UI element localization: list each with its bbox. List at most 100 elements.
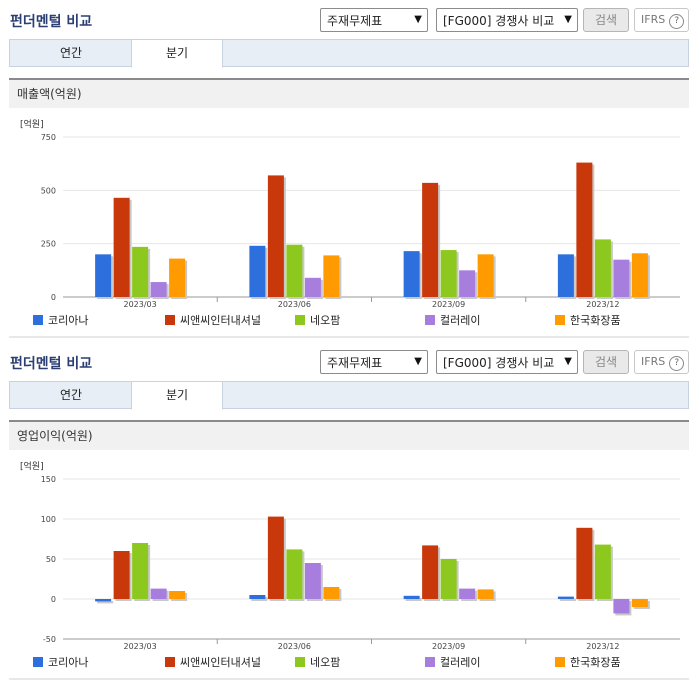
legend-label: 네오팜 (310, 656, 340, 669)
y-tick-label: 250 (41, 240, 56, 249)
bar (422, 545, 439, 599)
bar (323, 587, 340, 599)
bar (576, 527, 593, 599)
bar (631, 599, 648, 607)
bar (286, 244, 303, 297)
section-header: 펀더멘털 비교 주재무제표 ▼ [FG000] 경쟁사 비교 ▼ 검색 IFRS… (0, 0, 696, 34)
bar (95, 599, 112, 602)
x-tick-label: 2023/03 (124, 642, 157, 651)
bar (150, 282, 167, 297)
legend-swatch (555, 315, 565, 325)
y-tick-label: 500 (41, 186, 56, 195)
legend-swatch (295, 315, 305, 325)
bar (576, 162, 593, 297)
bar (613, 599, 630, 614)
x-tick-label: 2023/03 (124, 300, 157, 309)
section-title: 펀더멘털 비교 (10, 14, 93, 30)
bar (132, 246, 149, 297)
peer-select-value: [FG000] 경쟁사 비교 (443, 14, 555, 28)
legend-swatch (165, 657, 175, 667)
legend-swatch (165, 315, 175, 325)
peer-select-value: [FG000] 경쟁사 비교 (443, 356, 555, 370)
ifrs-label: IFRS (641, 355, 666, 368)
period-tabs: 연간 분기 (9, 381, 689, 410)
unit-label: [억원] (20, 460, 44, 472)
bar (459, 270, 476, 297)
x-tick-label: 2023/12 (586, 300, 619, 309)
legend-label: 네오팜 (310, 314, 340, 327)
x-tick-label: 2023/06 (278, 300, 311, 309)
peer-select[interactable]: [FG000] 경쟁사 비교 ▼ (436, 8, 578, 32)
chevron-down-icon: ▼ (564, 356, 572, 367)
legend-label: 컬러레이 (440, 656, 480, 669)
tab-annual[interactable]: 연간 (59, 388, 83, 402)
chart-subtitle: 영업이익(억원) (9, 420, 689, 450)
bar (631, 253, 648, 297)
operating-profit-chart: [억원] -50 0 50 100 150 2023/03 2023/06 2023/09 202… (9, 460, 689, 680)
period-tabs: 연간 분기 (9, 39, 689, 68)
bar (169, 258, 186, 297)
y-tick-label: 0 (51, 293, 56, 302)
unit-label: [억원] (20, 118, 44, 130)
y-tick-label: 750 (41, 133, 56, 142)
y-tick-label: -50 (43, 635, 56, 644)
chevron-down-icon: ▼ (564, 14, 572, 25)
bar (594, 239, 611, 297)
legend-swatch (425, 657, 435, 667)
legend-label: 코리아나 (48, 656, 88, 669)
fundamental-section-2: 펀더멘털 비교 주재무제표 ▼ [FG000] 경쟁사 비교 ▼ 검색 IFRS… (0, 342, 696, 684)
legend-label: 코리아나 (48, 314, 88, 327)
legend-label: 컬러레이 (440, 314, 480, 327)
legend-swatch (555, 657, 565, 667)
statement-select[interactable]: 주재무제표 ▼ (320, 8, 428, 32)
bar (286, 549, 303, 599)
bar (150, 588, 167, 599)
legend-label: 한국화장품 (570, 314, 621, 327)
bar (403, 251, 420, 297)
search-button[interactable]: 검색 (583, 8, 629, 32)
bar (267, 516, 284, 599)
help-icon: ? (669, 14, 685, 29)
bar (422, 182, 439, 297)
legend-swatch (33, 657, 43, 667)
legend-label: 씨앤씨인터내셔널 (180, 656, 261, 669)
bar (113, 551, 130, 599)
bar (267, 175, 284, 297)
x-tick-label: 2023/06 (278, 642, 311, 651)
bar (557, 254, 574, 297)
bar (95, 254, 112, 297)
help-icon: ? (669, 356, 685, 371)
bar-shadow (559, 598, 576, 601)
peer-select[interactable]: [FG000] 경쟁사 비교 ▼ (436, 350, 578, 374)
y-tick-label: 50 (46, 555, 56, 564)
y-tick-label: 150 (41, 475, 56, 484)
ifrs-help-button[interactable]: IFRS? (634, 350, 689, 374)
fundamental-section-1: 펀더멘털 비교 주재무제표 ▼ [FG000] 경쟁사 비교 ▼ 검색 IFRS… (0, 0, 696, 338)
tab-annual[interactable]: 연간 (59, 46, 83, 60)
bar (459, 588, 476, 599)
y-tick-label: 100 (41, 515, 56, 524)
legend-swatch (295, 657, 305, 667)
bar (440, 250, 457, 297)
x-tick-label: 2023/09 (432, 642, 465, 651)
x-tick-label: 2023/09 (432, 300, 465, 309)
tab-quarterly[interactable]: 분기 (131, 381, 223, 410)
bar (249, 595, 266, 599)
ifrs-help-button[interactable]: IFRS? (634, 8, 689, 32)
tab-quarterly[interactable]: 분기 (131, 39, 223, 68)
section-title: 펀더멘털 비교 (10, 356, 93, 372)
revenue-chart: [억원] 0 250 500 750 2023/03 2023/06 2023/09 2023/… (9, 118, 689, 338)
y-tick-label: 0 (51, 595, 56, 604)
bar (304, 277, 321, 297)
statement-select-value: 주재무제표 (327, 14, 383, 28)
legend-label: 한국화장품 (570, 656, 621, 669)
bar (477, 589, 494, 599)
bar-shadow (405, 597, 422, 601)
bar (323, 255, 340, 297)
search-button[interactable]: 검색 (583, 350, 629, 374)
bar (304, 563, 321, 599)
bar (132, 543, 149, 599)
statement-select[interactable]: 주재무제표 ▼ (320, 350, 428, 374)
bar (613, 259, 630, 297)
bar (403, 595, 420, 599)
